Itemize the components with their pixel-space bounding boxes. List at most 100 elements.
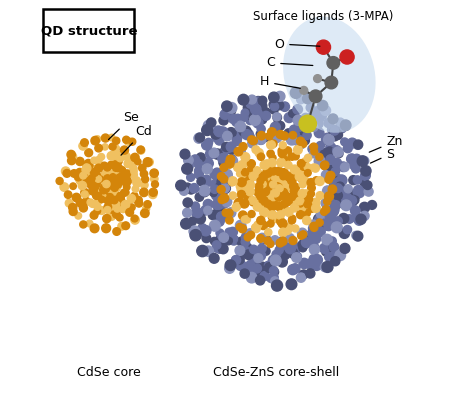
Circle shape	[218, 234, 226, 242]
Circle shape	[280, 173, 287, 180]
Circle shape	[361, 166, 371, 176]
Circle shape	[228, 156, 237, 166]
Circle shape	[102, 185, 109, 193]
Circle shape	[304, 154, 311, 162]
Circle shape	[271, 216, 277, 223]
Circle shape	[123, 170, 131, 178]
Circle shape	[258, 96, 267, 105]
Circle shape	[92, 180, 100, 187]
Circle shape	[140, 170, 148, 178]
Circle shape	[232, 118, 240, 127]
Circle shape	[268, 186, 276, 194]
Circle shape	[202, 179, 210, 187]
Circle shape	[219, 233, 228, 242]
Circle shape	[254, 254, 263, 263]
Circle shape	[270, 183, 279, 192]
Circle shape	[113, 228, 120, 235]
Circle shape	[331, 257, 340, 266]
Circle shape	[87, 199, 94, 206]
Circle shape	[329, 243, 338, 252]
Circle shape	[281, 191, 290, 200]
Circle shape	[238, 211, 247, 220]
Circle shape	[115, 164, 122, 172]
Circle shape	[239, 143, 247, 151]
Circle shape	[94, 136, 101, 143]
Circle shape	[112, 177, 118, 184]
Circle shape	[296, 123, 304, 131]
Circle shape	[255, 189, 263, 197]
Circle shape	[244, 172, 251, 180]
Circle shape	[182, 208, 191, 217]
Circle shape	[292, 184, 300, 191]
Circle shape	[96, 178, 103, 185]
Circle shape	[129, 159, 136, 165]
Circle shape	[293, 115, 303, 125]
Circle shape	[244, 263, 252, 271]
Circle shape	[226, 142, 236, 152]
Circle shape	[291, 198, 298, 206]
Circle shape	[326, 196, 336, 205]
Circle shape	[337, 118, 345, 126]
Circle shape	[286, 195, 292, 202]
Circle shape	[334, 125, 342, 132]
Circle shape	[326, 143, 336, 152]
Circle shape	[271, 277, 279, 285]
Circle shape	[90, 224, 99, 233]
Circle shape	[294, 118, 303, 127]
Circle shape	[300, 270, 309, 278]
Circle shape	[216, 198, 226, 207]
Circle shape	[247, 133, 255, 141]
Circle shape	[275, 191, 283, 200]
Circle shape	[341, 138, 348, 146]
Circle shape	[310, 255, 317, 263]
Circle shape	[301, 176, 309, 185]
Circle shape	[309, 220, 318, 228]
Circle shape	[267, 204, 274, 210]
Circle shape	[352, 231, 360, 239]
Circle shape	[274, 183, 283, 191]
Circle shape	[215, 200, 224, 209]
Circle shape	[253, 97, 263, 107]
Circle shape	[212, 192, 219, 200]
Circle shape	[211, 188, 219, 196]
Circle shape	[268, 127, 278, 138]
Circle shape	[292, 134, 301, 141]
Circle shape	[269, 273, 278, 282]
Circle shape	[226, 217, 233, 224]
Circle shape	[321, 247, 331, 256]
Circle shape	[299, 204, 306, 211]
Circle shape	[246, 261, 255, 269]
Circle shape	[337, 176, 347, 185]
Circle shape	[290, 182, 298, 191]
Circle shape	[258, 201, 265, 208]
Circle shape	[118, 222, 126, 230]
Circle shape	[104, 203, 111, 211]
Circle shape	[190, 230, 201, 241]
Circle shape	[260, 161, 269, 169]
Circle shape	[104, 175, 111, 183]
Circle shape	[151, 175, 158, 183]
Circle shape	[323, 162, 331, 171]
Circle shape	[114, 181, 120, 188]
Circle shape	[328, 237, 337, 245]
Circle shape	[246, 229, 254, 237]
Circle shape	[314, 219, 322, 227]
Circle shape	[278, 191, 287, 199]
Circle shape	[129, 138, 136, 145]
Circle shape	[69, 204, 77, 211]
Circle shape	[281, 200, 289, 208]
Circle shape	[126, 155, 134, 163]
Circle shape	[337, 175, 346, 184]
Circle shape	[309, 224, 317, 233]
Circle shape	[269, 100, 278, 109]
Circle shape	[141, 181, 148, 189]
Circle shape	[109, 175, 117, 184]
Circle shape	[253, 203, 261, 211]
Circle shape	[97, 183, 105, 191]
Circle shape	[311, 148, 318, 155]
Circle shape	[320, 162, 328, 169]
Circle shape	[281, 183, 289, 191]
Circle shape	[202, 164, 212, 174]
Circle shape	[123, 184, 130, 190]
Circle shape	[107, 194, 113, 200]
